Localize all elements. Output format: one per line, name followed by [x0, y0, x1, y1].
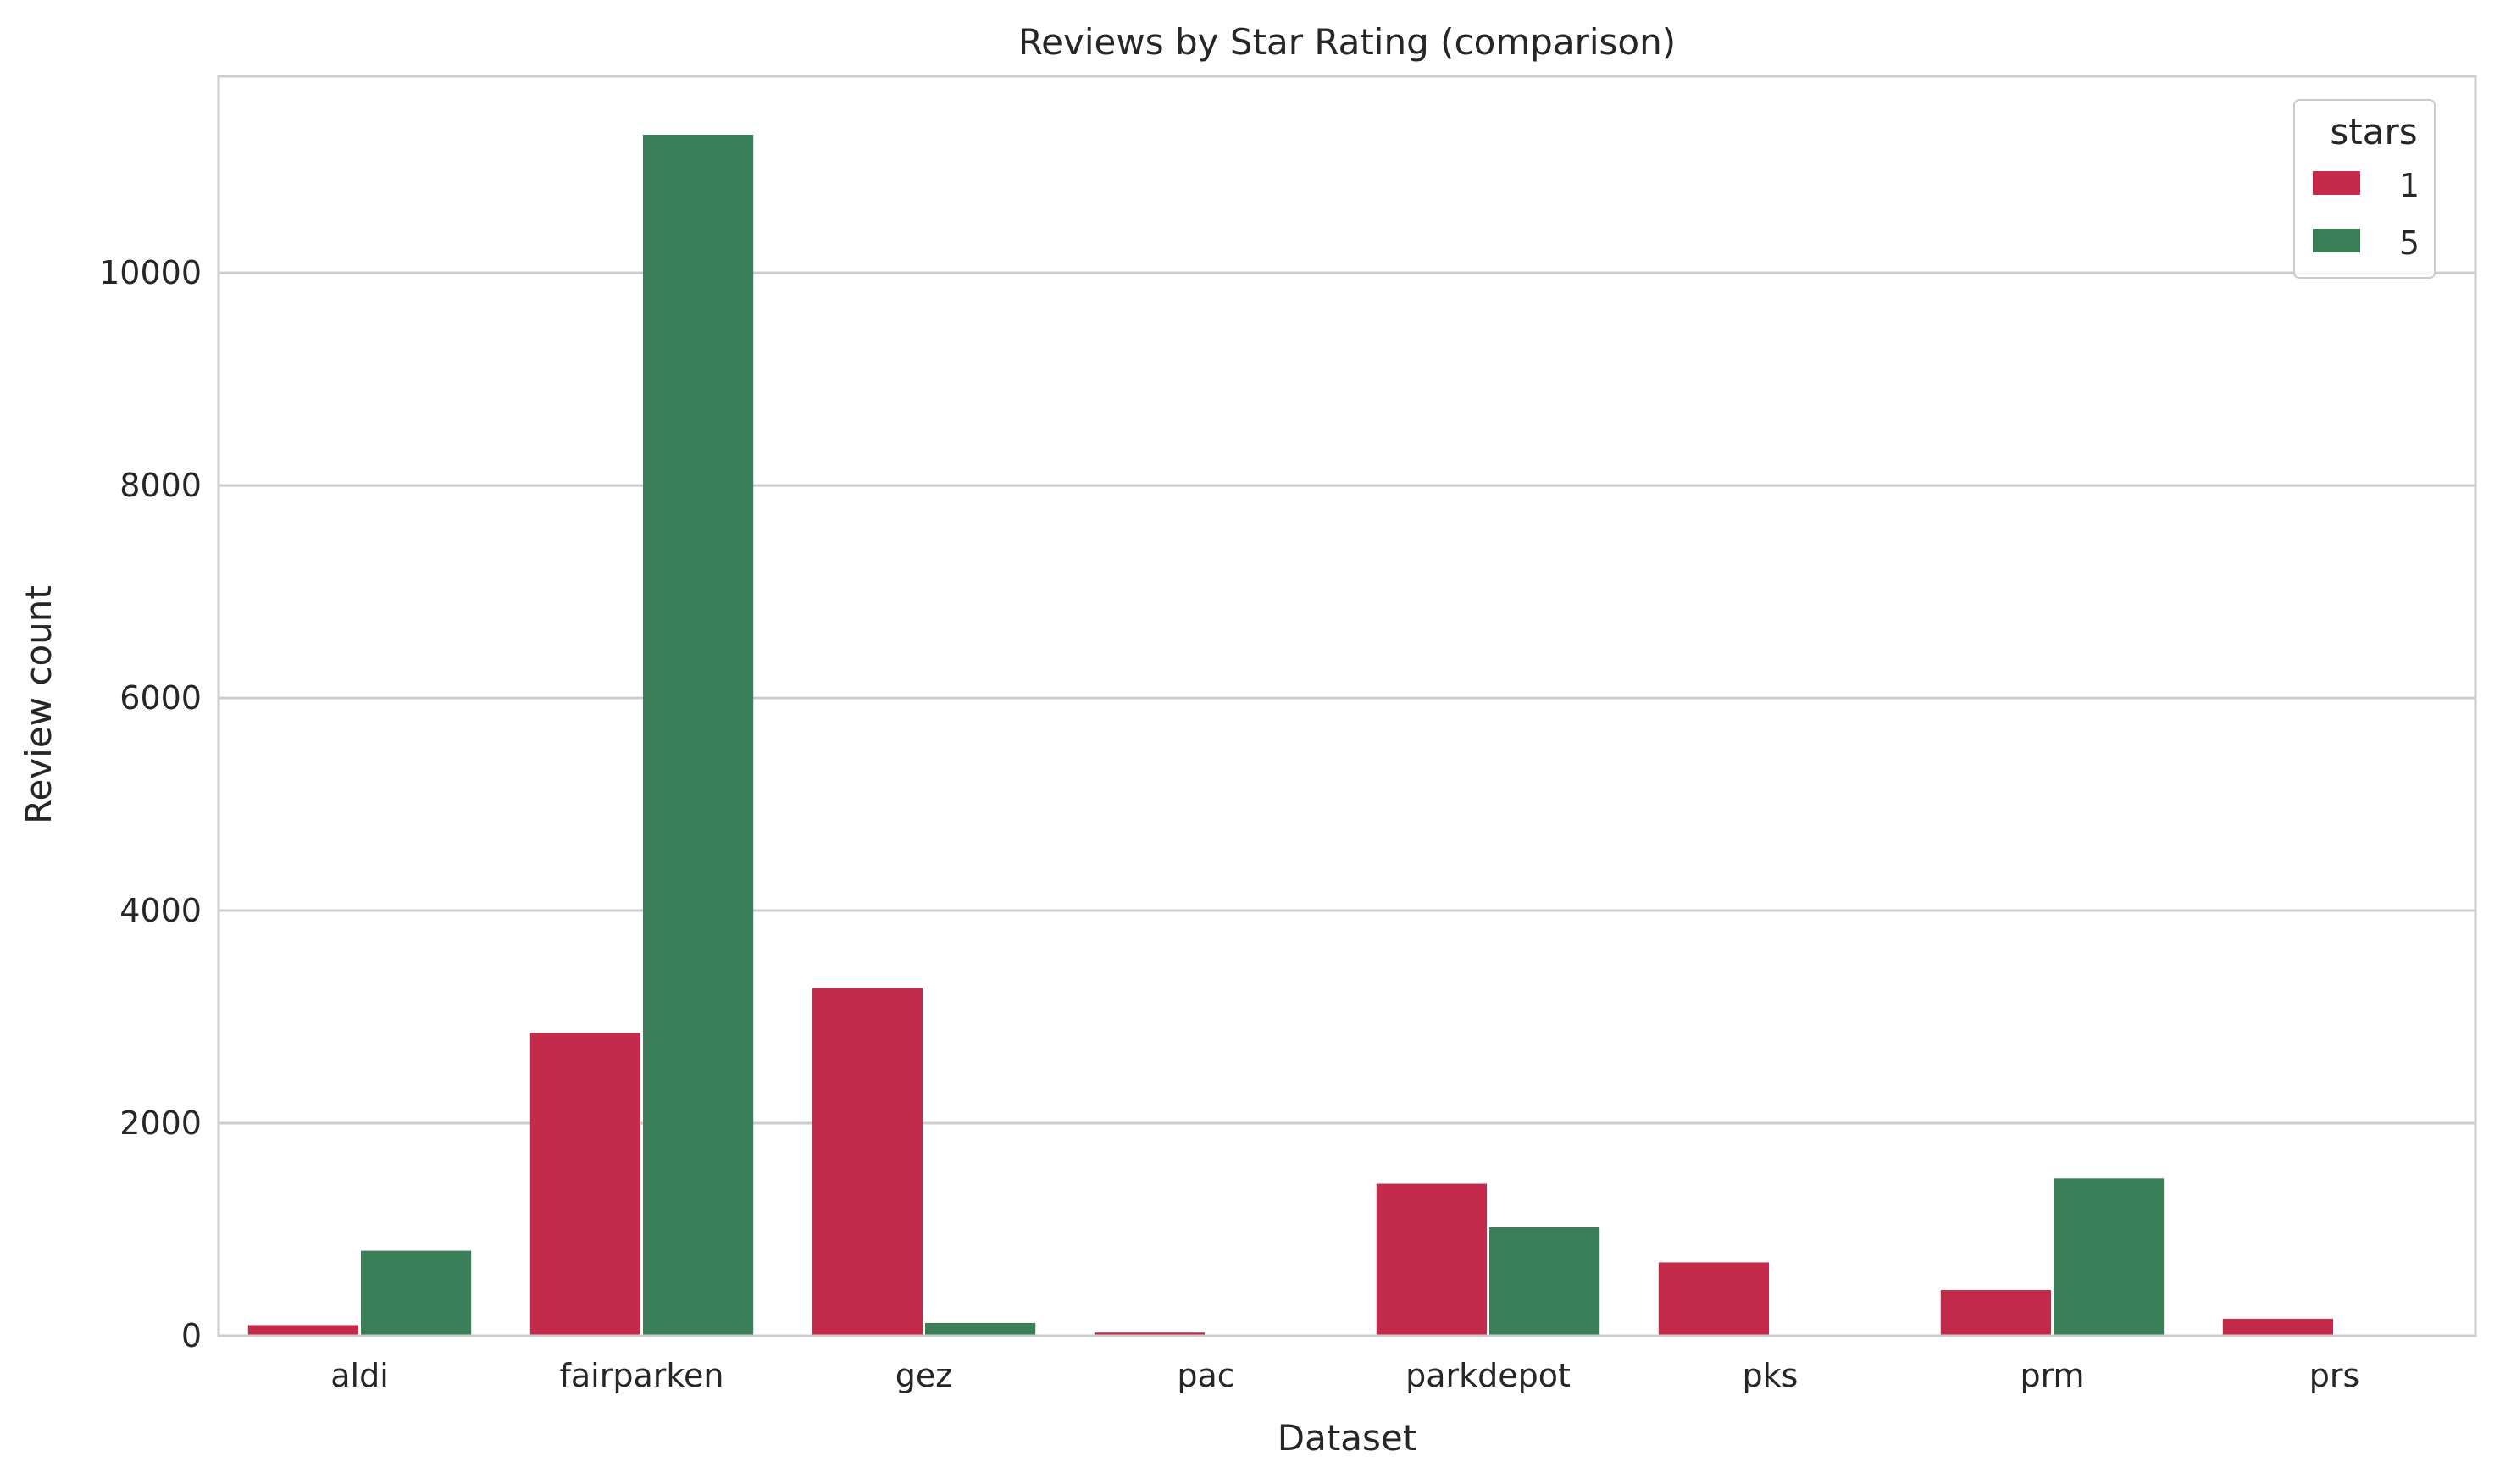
- legend-label: 5: [2399, 224, 2420, 262]
- x-axis-label: Dataset: [1278, 1417, 1416, 1459]
- y-axis-label: Review count: [18, 585, 59, 824]
- bar-aldi-stars-5: [361, 1250, 472, 1336]
- y-tick-label: 6000: [119, 679, 202, 717]
- y-tick-label: 8000: [119, 467, 202, 504]
- bar-prm-stars-1: [1940, 1290, 2051, 1336]
- bar-parkdepot-stars-1: [1376, 1183, 1487, 1336]
- x-tick-label: pks: [1743, 1357, 1799, 1394]
- legend-swatch: [2313, 229, 2360, 252]
- bar-fairparken-stars-1: [529, 1033, 640, 1336]
- x-tick-label: fairparken: [560, 1357, 724, 1394]
- x-tick-label: prm: [2020, 1357, 2084, 1394]
- y-tick-label: 10000: [99, 254, 202, 291]
- x-tick-label: gez: [895, 1357, 952, 1394]
- y-tick-labels: 0 2000 4000 6000 8000 10000: [99, 254, 202, 1354]
- bar-gez-stars-1: [812, 988, 923, 1336]
- y-tick-label: 0: [181, 1317, 202, 1354]
- bar-pks-stars-1: [1658, 1262, 1769, 1336]
- x-tick-label: prs: [2309, 1357, 2360, 1394]
- legend-swatch: [2313, 171, 2360, 195]
- x-tick-labels: aldi fairparken gez pac parkdepot pks prm prs: [330, 1357, 2359, 1394]
- legend-label: 1: [2399, 167, 2420, 204]
- bar-prm-stars-5: [2054, 1178, 2165, 1336]
- bar-pac-stars-1: [1094, 1332, 1205, 1336]
- y-tick-label: 2000: [119, 1105, 202, 1142]
- x-tick-label: aldi: [330, 1357, 389, 1394]
- bar-parkdepot-stars-5: [1489, 1227, 1600, 1336]
- bars: [247, 135, 2447, 1337]
- legend: stars 1 5: [2293, 99, 2436, 279]
- y-tick-label: 4000: [119, 892, 202, 929]
- bar-prs-stars-1: [2222, 1318, 2333, 1336]
- x-tick-label: pac: [1177, 1357, 1234, 1394]
- chart-title: Reviews by Star Rating (comparison): [1018, 21, 1676, 63]
- bar-aldi-stars-1: [247, 1325, 358, 1336]
- plot-frame: [217, 75, 2477, 1337]
- legend-title: stars: [2330, 111, 2417, 152]
- bar-fairparken-stars-5: [643, 135, 754, 1337]
- x-tick-label: parkdepot: [1405, 1357, 1571, 1394]
- bar-gez-stars-5: [925, 1322, 1036, 1336]
